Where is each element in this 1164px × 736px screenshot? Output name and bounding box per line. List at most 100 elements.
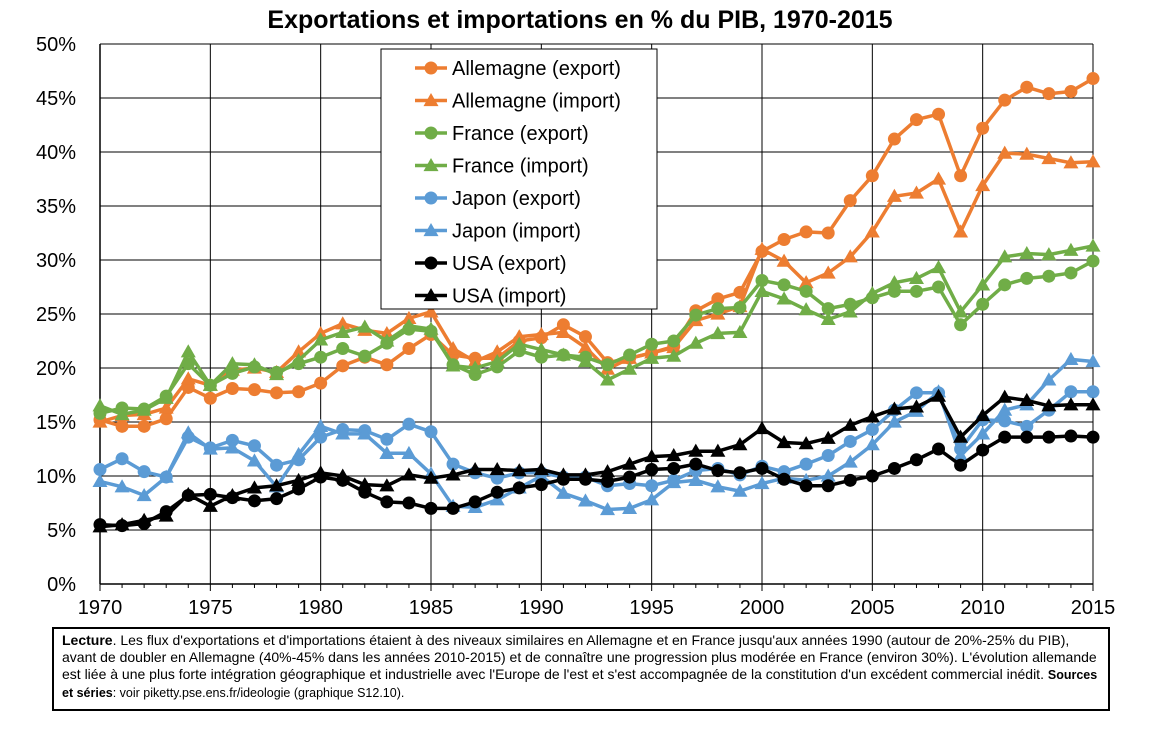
series-group bbox=[92, 72, 1101, 533]
data-point bbox=[445, 467, 461, 481]
data-point bbox=[270, 386, 284, 400]
data-point bbox=[820, 311, 836, 326]
data-point bbox=[489, 462, 505, 476]
data-point bbox=[401, 445, 417, 459]
data-point bbox=[202, 441, 218, 455]
data-point bbox=[711, 464, 725, 478]
data-point bbox=[533, 462, 549, 476]
legend-label: France (export) bbox=[452, 123, 589, 145]
data-point bbox=[1041, 150, 1057, 165]
data-point bbox=[114, 406, 130, 421]
data-point bbox=[1085, 354, 1101, 368]
x-tick-label: 1975 bbox=[188, 597, 233, 619]
data-point bbox=[908, 399, 924, 413]
data-point bbox=[380, 495, 394, 509]
caption-box: Lecture. Les flux d'exportations et d'im… bbox=[52, 627, 1110, 711]
data-point bbox=[379, 325, 395, 340]
data-point bbox=[180, 486, 196, 500]
data-point bbox=[932, 280, 946, 294]
data-point bbox=[270, 492, 284, 506]
data-point bbox=[335, 468, 351, 482]
legend-label: Japon (import) bbox=[452, 221, 581, 243]
data-point bbox=[864, 437, 880, 451]
series-line bbox=[99, 244, 1094, 417]
data-point bbox=[998, 93, 1012, 107]
data-point bbox=[645, 337, 659, 351]
y-tick-label: 0% bbox=[47, 574, 76, 596]
data-point bbox=[1063, 155, 1079, 169]
data-point bbox=[688, 335, 704, 349]
legend-marker bbox=[424, 126, 438, 140]
data-point bbox=[313, 332, 329, 346]
series-usa-import bbox=[92, 388, 1101, 533]
caption-sources-label: Sources et séries bbox=[62, 668, 1098, 700]
data-point bbox=[711, 292, 725, 306]
data-point bbox=[842, 417, 858, 431]
data-point bbox=[932, 107, 946, 121]
data-point bbox=[776, 253, 792, 267]
data-point bbox=[931, 171, 947, 185]
data-point bbox=[623, 470, 637, 484]
legend-marker bbox=[423, 158, 439, 172]
data-point bbox=[92, 519, 108, 533]
data-point bbox=[357, 477, 373, 491]
data-point bbox=[909, 284, 923, 298]
y-tick-label: 25% bbox=[36, 304, 76, 326]
data-point bbox=[467, 360, 483, 374]
data-point bbox=[776, 435, 792, 449]
data-point bbox=[313, 465, 329, 479]
data-point bbox=[908, 185, 924, 199]
data-point bbox=[887, 132, 901, 146]
data-point bbox=[975, 408, 991, 422]
data-point bbox=[1086, 72, 1100, 86]
data-point bbox=[776, 291, 792, 305]
data-point bbox=[754, 283, 770, 297]
data-point bbox=[577, 339, 593, 354]
data-point bbox=[600, 501, 616, 516]
data-point bbox=[820, 468, 836, 482]
y-tick-label: 30% bbox=[36, 250, 76, 272]
data-point bbox=[1041, 398, 1057, 412]
data-point bbox=[489, 344, 505, 358]
data-point bbox=[777, 278, 791, 292]
data-point bbox=[159, 412, 173, 426]
data-point bbox=[821, 448, 835, 462]
x-tick-label: 1990 bbox=[519, 597, 564, 619]
data-point bbox=[601, 358, 615, 372]
data-point bbox=[998, 430, 1012, 444]
data-point bbox=[601, 474, 615, 488]
data-point bbox=[137, 419, 151, 433]
data-point bbox=[136, 487, 152, 502]
y-tick-label: 20% bbox=[36, 358, 76, 380]
data-point bbox=[336, 359, 350, 373]
data-point bbox=[424, 501, 438, 515]
data-point bbox=[1086, 430, 1100, 444]
data-point bbox=[1020, 419, 1034, 433]
data-point bbox=[445, 341, 461, 355]
data-point bbox=[445, 358, 461, 372]
data-point bbox=[799, 284, 813, 298]
data-point bbox=[534, 478, 548, 492]
data-point bbox=[401, 467, 417, 481]
data-point bbox=[953, 224, 969, 238]
data-point bbox=[998, 414, 1012, 428]
data-point bbox=[755, 461, 769, 475]
data-point bbox=[291, 352, 307, 367]
x-tick-labels: 1970 1975 1980 1985 1990 1995 2000 2005 2010 2015 bbox=[78, 597, 1116, 619]
data-point bbox=[997, 249, 1013, 263]
data-point bbox=[314, 430, 328, 444]
x-tick-label: 2015 bbox=[1071, 597, 1116, 619]
data-point bbox=[446, 457, 460, 471]
y-tick-label: 10% bbox=[36, 466, 76, 488]
data-point bbox=[954, 458, 968, 472]
data-point bbox=[600, 372, 616, 386]
data-point bbox=[865, 423, 879, 437]
data-point bbox=[710, 443, 726, 457]
data-point bbox=[887, 461, 901, 475]
data-point bbox=[1019, 146, 1035, 160]
data-point bbox=[423, 321, 439, 335]
data-point bbox=[247, 494, 261, 508]
data-point bbox=[202, 498, 218, 512]
data-point bbox=[667, 334, 681, 348]
data-point bbox=[1042, 430, 1056, 444]
